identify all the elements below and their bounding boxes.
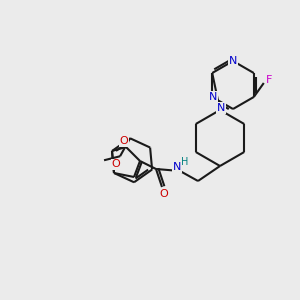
Text: O: O	[160, 189, 168, 199]
Text: N: N	[229, 56, 237, 66]
Text: H: H	[181, 157, 189, 167]
Text: N: N	[209, 92, 218, 102]
Text: O: O	[112, 159, 120, 169]
Text: O: O	[120, 136, 128, 146]
Text: N: N	[173, 162, 181, 172]
Text: N: N	[217, 103, 225, 113]
Text: F: F	[266, 75, 272, 85]
